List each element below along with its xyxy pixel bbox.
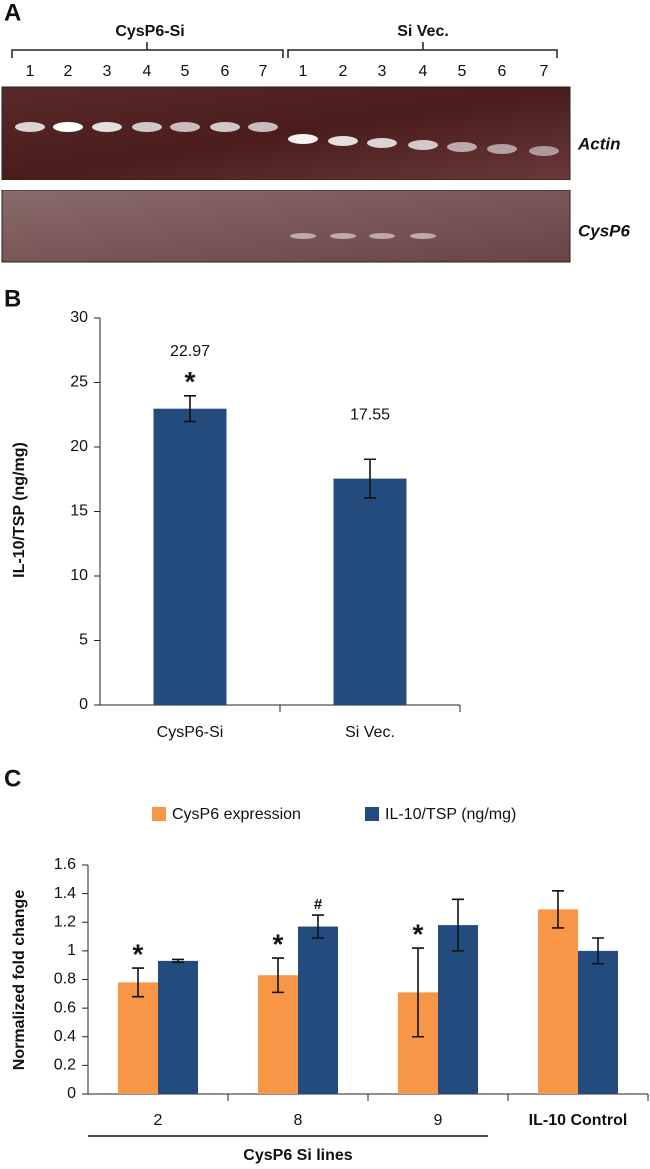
- x-axis-title: CysP6 Si lines: [243, 1147, 352, 1164]
- bar: [158, 960, 198, 1094]
- y-tick-label: 0.6: [54, 999, 76, 1016]
- y-tick-label: 1.2: [54, 913, 76, 930]
- gel-band: [529, 146, 559, 156]
- lane-label: 4: [419, 63, 428, 80]
- y-tick-label: 15: [70, 503, 88, 520]
- y-axis-title: Normalized fold change: [11, 890, 28, 1071]
- bar: [153, 408, 227, 705]
- legend-label: CysP6 expression: [172, 806, 301, 823]
- x-tick-label: 8: [294, 1112, 303, 1129]
- error-bar: [272, 957, 284, 994]
- legend-swatch: [152, 807, 166, 821]
- group-label: CysP6-Si: [115, 23, 184, 40]
- error-bar: [172, 958, 184, 964]
- error-bar: [592, 937, 604, 965]
- gel-band: [170, 122, 200, 132]
- y-tick-label: 10: [70, 567, 88, 584]
- lane-label: 6: [221, 63, 230, 80]
- gel-band: [210, 122, 240, 132]
- y-tick-label: 0.4: [54, 1028, 76, 1045]
- bar: [538, 909, 578, 1094]
- y-axis-title: IL-10/TSP (ng/mg): [11, 442, 28, 578]
- x-tick-label: Si Vec.: [345, 724, 395, 741]
- marker: *: [273, 928, 284, 959]
- gel-bottom: [1, 189, 571, 263]
- gel-band: [408, 140, 438, 150]
- legend-label: IL-10/TSP (ng/mg): [385, 806, 516, 823]
- error-bar: [552, 889, 564, 929]
- gel-band: [53, 122, 83, 132]
- y-tick-label: 5: [79, 632, 88, 649]
- panel-label: A: [4, 0, 21, 26]
- lane-label: 7: [259, 63, 268, 80]
- lane-label: 5: [458, 63, 467, 80]
- lane-label: 6: [498, 63, 507, 80]
- group-label: Si Vec.: [397, 23, 449, 40]
- gel-band: [15, 122, 45, 132]
- gel-band: [248, 122, 278, 132]
- bar: [118, 982, 158, 1094]
- marker: *: [413, 918, 424, 949]
- y-tick-label: 25: [70, 374, 88, 391]
- bar: [438, 925, 478, 1094]
- lane-label: 2: [339, 63, 348, 80]
- gene-label: CysP6: [578, 221, 631, 240]
- bar: [298, 926, 338, 1094]
- legend-swatch: [365, 807, 379, 821]
- lane-label: 3: [378, 63, 387, 80]
- error-bar: [412, 947, 424, 1038]
- bar: [333, 478, 407, 705]
- lane-label: 7: [540, 63, 549, 80]
- value-label: 17.55: [350, 406, 390, 423]
- lane-label: 1: [299, 63, 308, 80]
- panel-label: C: [4, 765, 21, 792]
- gel-top: [1, 86, 571, 181]
- y-tick-label: 1.4: [54, 885, 76, 902]
- gel-band: [369, 233, 395, 239]
- y-tick-label: 1.6: [54, 856, 76, 873]
- gel-band: [2, 180, 570, 190]
- panel-label: B: [4, 285, 21, 312]
- gel-band: [290, 233, 316, 239]
- marker: *: [185, 366, 196, 397]
- lane-label: 2: [64, 63, 73, 80]
- gel-band: [367, 138, 397, 148]
- y-tick-label: 20: [70, 438, 88, 455]
- gel-band: [330, 233, 356, 239]
- x-tick-label: 9: [434, 1112, 443, 1129]
- y-tick-label: 30: [70, 309, 88, 326]
- gel-band: [487, 144, 517, 154]
- x-tick-label: 2: [154, 1112, 163, 1129]
- lane-label: 1: [26, 63, 35, 80]
- y-tick-label: 0: [79, 696, 88, 713]
- error-bar: [132, 967, 144, 998]
- y-tick-label: 0.2: [54, 1057, 76, 1074]
- gel-band: [288, 134, 318, 144]
- marker: *: [133, 938, 144, 969]
- error-bar: [452, 898, 464, 952]
- error-bar: [364, 458, 376, 499]
- marker: #: [314, 896, 323, 913]
- x-tick-label: CysP6-Si: [157, 724, 224, 741]
- gel-band: [328, 136, 358, 146]
- lane-label: 5: [181, 63, 190, 80]
- bar: [258, 975, 298, 1094]
- error-bar: [184, 394, 196, 423]
- bar: [578, 950, 618, 1094]
- error-bar: [312, 914, 324, 939]
- gene-label: Actin: [577, 134, 621, 153]
- y-tick-label: 0.8: [54, 971, 76, 988]
- value-label: 22.97: [170, 343, 210, 360]
- gel-band: [132, 122, 162, 132]
- y-tick-label: 1: [67, 942, 76, 959]
- lane-label: 4: [143, 63, 152, 80]
- lane-label: 3: [103, 63, 112, 80]
- y-tick-label: 0: [67, 1085, 76, 1102]
- gel-band: [92, 122, 122, 132]
- bracket: [11, 42, 558, 58]
- gel-band: [447, 142, 477, 152]
- gel-band: [410, 233, 436, 239]
- x-tick-label: IL-10 Control: [529, 1112, 628, 1129]
